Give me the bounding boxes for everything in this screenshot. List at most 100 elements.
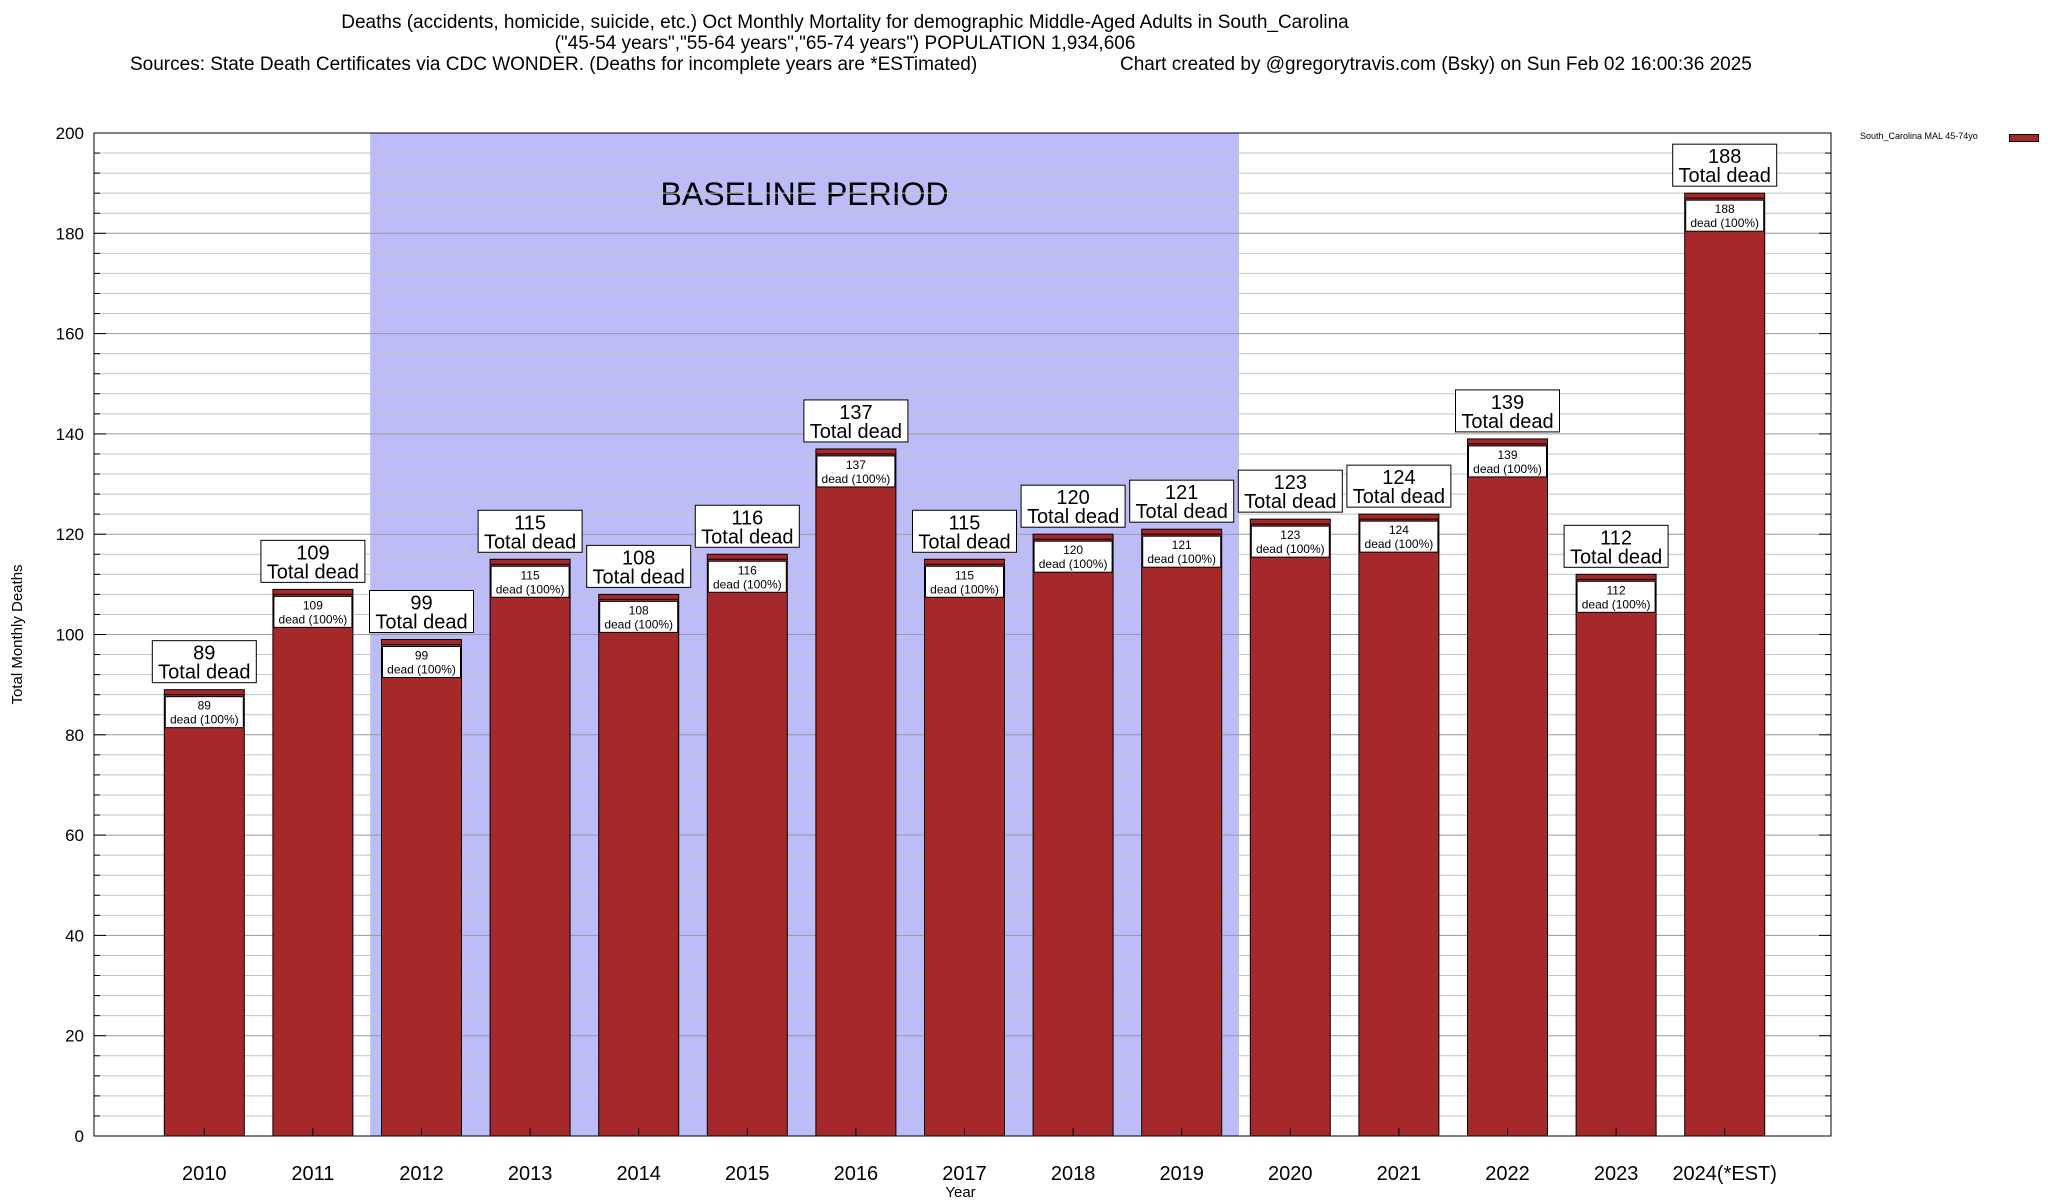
inner-value-label: 108 (629, 603, 649, 617)
total-value-label: 109 (296, 542, 329, 564)
inner-value-label: 109 (303, 598, 323, 612)
inner-value-label: 99 (415, 649, 429, 663)
chart-subtitle: ("45-54 years","55-64 years","65-74 year… (554, 33, 1136, 54)
x-tick-label: 2010 (182, 1163, 227, 1185)
chart-title: Deaths (accidents, homicide, suicide, et… (341, 12, 1349, 33)
total-label-box (586, 544, 692, 588)
total-value-label: 115 (514, 512, 546, 534)
x-tick-label: 2016 (834, 1163, 879, 1185)
inner-value-label: 115 (955, 568, 974, 582)
total-text-label: Total dead (918, 531, 1010, 553)
baseline-label: BASELINE PERIOD (661, 176, 949, 212)
bar (815, 448, 897, 1137)
inner-percent-label: dead (100%) (279, 612, 348, 626)
y-tick-label: 0 (75, 1127, 84, 1146)
inner-percent-label: dead (100%) (1039, 557, 1108, 571)
inner-value-label: 121 (1172, 538, 1192, 552)
total-label-box (260, 539, 366, 583)
total-text-label: Total dead (810, 421, 902, 443)
x-tick-label: 2023 (1594, 1163, 1639, 1185)
inner-value-label: 115 (521, 568, 540, 582)
total-label-box (1346, 464, 1452, 508)
inner-label-box (925, 565, 1004, 598)
total-label-box (1563, 524, 1669, 568)
total-text-label: Total dead (1027, 506, 1119, 528)
x-tick-label: 2020 (1268, 1163, 1313, 1185)
total-text-label: Total dead (158, 662, 250, 684)
total-value-label: 124 (1382, 467, 1415, 489)
inner-value-label: 112 (1607, 583, 1626, 597)
inner-percent-label: dead (100%) (1147, 552, 1216, 566)
inner-percent-label: dead (100%) (496, 582, 565, 596)
bar (1141, 528, 1223, 1137)
x-tick-label: 2012 (399, 1163, 444, 1185)
inner-label-box (1250, 525, 1330, 558)
inner-value-label: 116 (738, 563, 757, 577)
total-label-box (1237, 469, 1343, 513)
inner-percent-label: dead (100%) (604, 617, 673, 631)
total-text-label: Total dead (1570, 546, 1662, 568)
legend-swatch (2009, 134, 2039, 142)
inner-label-box (816, 455, 896, 488)
x-tick-label: 2017 (942, 1163, 987, 1185)
y-tick-label: 40 (65, 926, 84, 945)
inner-label-box (1142, 535, 1222, 568)
inner-value-label: 139 (1497, 448, 1517, 462)
bar (1684, 192, 1766, 1137)
y-tick-label: 100 (56, 626, 84, 645)
total-label-box (477, 509, 583, 553)
inner-value-label: 137 (846, 458, 866, 472)
y-tick-label: 160 (56, 325, 84, 344)
total-value-label: 137 (839, 402, 872, 424)
y-tick-label: 120 (56, 525, 84, 544)
total-text-label: Total dead (267, 561, 359, 583)
y-tick-label: 140 (56, 425, 84, 444)
inner-label-box (1685, 199, 1765, 232)
bar (924, 558, 1005, 1137)
inner-percent-label: dead (100%) (822, 472, 891, 486)
y-axis-label: Total Monthly Deaths (9, 564, 26, 704)
inner-percent-label: dead (100%) (1365, 537, 1434, 551)
bar (598, 593, 680, 1137)
total-text-label: Total dead (375, 612, 467, 634)
bar (1575, 573, 1657, 1137)
total-value-label: 116 (731, 507, 763, 529)
inner-percent-label: dead (100%) (930, 582, 999, 596)
x-tick-label: 2015 (725, 1163, 770, 1185)
inner-label-box (1576, 580, 1656, 613)
inner-label-box (273, 595, 353, 628)
plot-border (93, 132, 1832, 1137)
inner-label-box (490, 565, 570, 598)
x-tick-label: 2013 (508, 1163, 553, 1185)
inner-label-box (1468, 445, 1547, 478)
bar (381, 639, 462, 1137)
x-tick-label: 2022 (1485, 1163, 1530, 1185)
total-text-label: Total dead (484, 531, 576, 553)
x-tick-label: 2021 (1377, 1163, 1422, 1185)
inner-label-box (164, 696, 244, 729)
y-tick-label: 60 (65, 826, 84, 845)
inner-label-box (1033, 540, 1113, 573)
total-text-label: Total dead (1244, 491, 1336, 513)
total-text-label: Total dead (593, 566, 685, 588)
total-value-label: 123 (1274, 472, 1307, 494)
total-label-box (1020, 484, 1126, 528)
inner-percent-label: dead (100%) (387, 663, 456, 677)
inner-percent-label: dead (100%) (1256, 542, 1325, 556)
total-label-box (1672, 143, 1778, 187)
total-label-box (694, 504, 800, 548)
x-tick-label: 2011 (291, 1163, 334, 1185)
total-text-label: Total dead (1461, 411, 1553, 433)
y-tick-label: 180 (56, 224, 84, 243)
inner-label-box (1359, 520, 1439, 553)
total-label-box (369, 590, 474, 634)
y-tick-label: 80 (65, 726, 84, 745)
total-value-label: 112 (1600, 527, 1632, 549)
x-tick-label: 2018 (1051, 1163, 1096, 1185)
chart-credit: Chart created by @gregorytravis.com (Bsk… (1120, 54, 1752, 75)
bar (163, 689, 245, 1137)
inner-value-label: 89 (198, 699, 212, 713)
total-value-label: 108 (622, 547, 655, 569)
total-value-label: 99 (410, 593, 432, 615)
bar (706, 553, 788, 1137)
